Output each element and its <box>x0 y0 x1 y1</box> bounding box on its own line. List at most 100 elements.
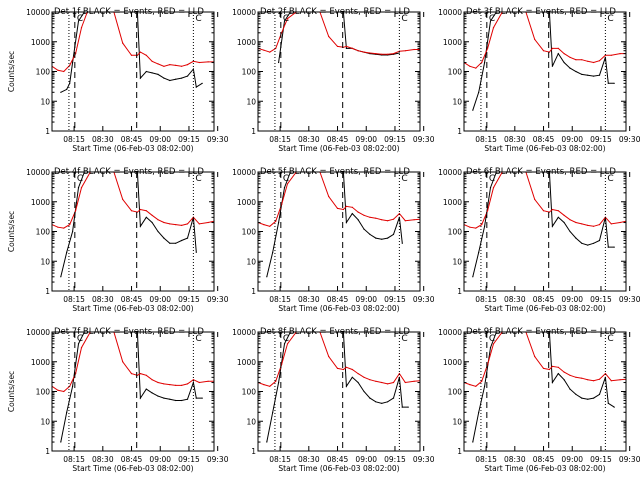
data-point <box>351 213 353 215</box>
data-point <box>534 38 536 41</box>
data-point <box>548 368 551 371</box>
x-tick-label: 08:30 <box>92 295 114 304</box>
data-point <box>195 251 197 253</box>
marker-label: C <box>607 14 613 24</box>
series-line-events <box>266 332 409 443</box>
data-point <box>363 51 365 53</box>
data-point <box>139 397 141 399</box>
data-point <box>401 242 403 244</box>
data-point <box>192 381 194 384</box>
y-axis-label: Counts/sec <box>7 371 16 412</box>
data-point <box>581 242 583 244</box>
y-tick-label: 1000 <box>31 38 50 47</box>
data-point <box>186 64 189 66</box>
data-point <box>619 221 621 224</box>
x-tick-label: 09:15 <box>384 135 406 144</box>
data-point <box>351 376 353 378</box>
data-point <box>175 399 177 402</box>
plot-frame <box>51 11 215 132</box>
plot-frame <box>463 331 627 452</box>
x-tick-label: 09:15 <box>590 135 612 144</box>
data-point <box>404 50 406 52</box>
data-point <box>80 187 83 189</box>
data-point <box>542 50 545 52</box>
data-point <box>375 380 377 382</box>
data-point <box>181 239 183 242</box>
data-point <box>475 385 477 387</box>
y-tick-label: 1 <box>251 127 256 136</box>
y-tick-label: 1 <box>251 447 256 456</box>
data-point <box>489 187 492 189</box>
data-point <box>60 441 62 443</box>
data-point <box>169 384 171 386</box>
x-tick-label: 09:30 <box>207 295 229 304</box>
y-tick-label: 1 <box>457 447 462 456</box>
data-point <box>145 374 147 376</box>
data-point <box>198 223 200 225</box>
data-point <box>80 27 83 29</box>
data-point <box>369 379 371 381</box>
data-point <box>478 251 480 253</box>
series-line-events <box>472 172 615 277</box>
data-point <box>357 381 359 384</box>
y-tick-label: 10 <box>40 97 50 106</box>
data-point <box>181 224 183 226</box>
data-point <box>130 54 133 56</box>
series-line-events <box>472 12 615 111</box>
marker-label: C <box>283 174 289 184</box>
x-tick-label: 09:00 <box>355 455 377 464</box>
data-point <box>163 237 165 239</box>
data-point <box>122 361 124 363</box>
data-point <box>398 213 400 215</box>
data-point <box>157 381 159 384</box>
data-point <box>587 244 589 246</box>
data-point <box>357 50 359 52</box>
marker-label: C <box>607 174 613 184</box>
data-point <box>563 371 565 373</box>
data-point <box>598 239 601 242</box>
data-point <box>139 77 141 79</box>
data-point <box>587 74 589 76</box>
data-point <box>557 53 559 55</box>
x-tick-label: 08:45 <box>533 135 555 144</box>
x-axis-label: Start Time (06-Feb-03 08:02:00) <box>484 464 605 473</box>
data-point <box>598 378 601 380</box>
y-tick-label: 100 <box>448 228 463 237</box>
y-tick-label: 100 <box>242 388 257 397</box>
data-point <box>201 82 203 84</box>
data-point <box>269 225 271 227</box>
data-point <box>63 227 65 229</box>
data-point <box>469 226 471 228</box>
y-tick-label: 100 <box>36 68 51 77</box>
data-point <box>345 205 347 207</box>
y-tick-label: 10000 <box>232 328 256 337</box>
data-point <box>619 379 621 381</box>
y-tick-label: 10000 <box>232 168 256 177</box>
data-point <box>151 72 153 74</box>
data-point <box>413 380 415 382</box>
data-point <box>569 67 571 69</box>
data-point <box>122 198 124 200</box>
x-tick-label: 08:15 <box>475 455 497 464</box>
data-point <box>487 210 489 212</box>
y-tick-label: 1000 <box>237 198 256 207</box>
data-point <box>593 397 595 399</box>
data-point <box>283 187 286 189</box>
data-point <box>551 365 554 367</box>
data-point <box>77 187 80 189</box>
x-tick-label: 09:15 <box>178 455 200 464</box>
y-tick-label: 100 <box>242 228 257 237</box>
data-point <box>369 216 371 218</box>
plot-frame <box>257 171 421 292</box>
data-point <box>381 53 383 55</box>
data-point <box>278 221 280 224</box>
data-point <box>77 20 80 22</box>
data-point <box>163 65 165 67</box>
data-point <box>392 233 395 235</box>
data-point <box>157 73 159 75</box>
